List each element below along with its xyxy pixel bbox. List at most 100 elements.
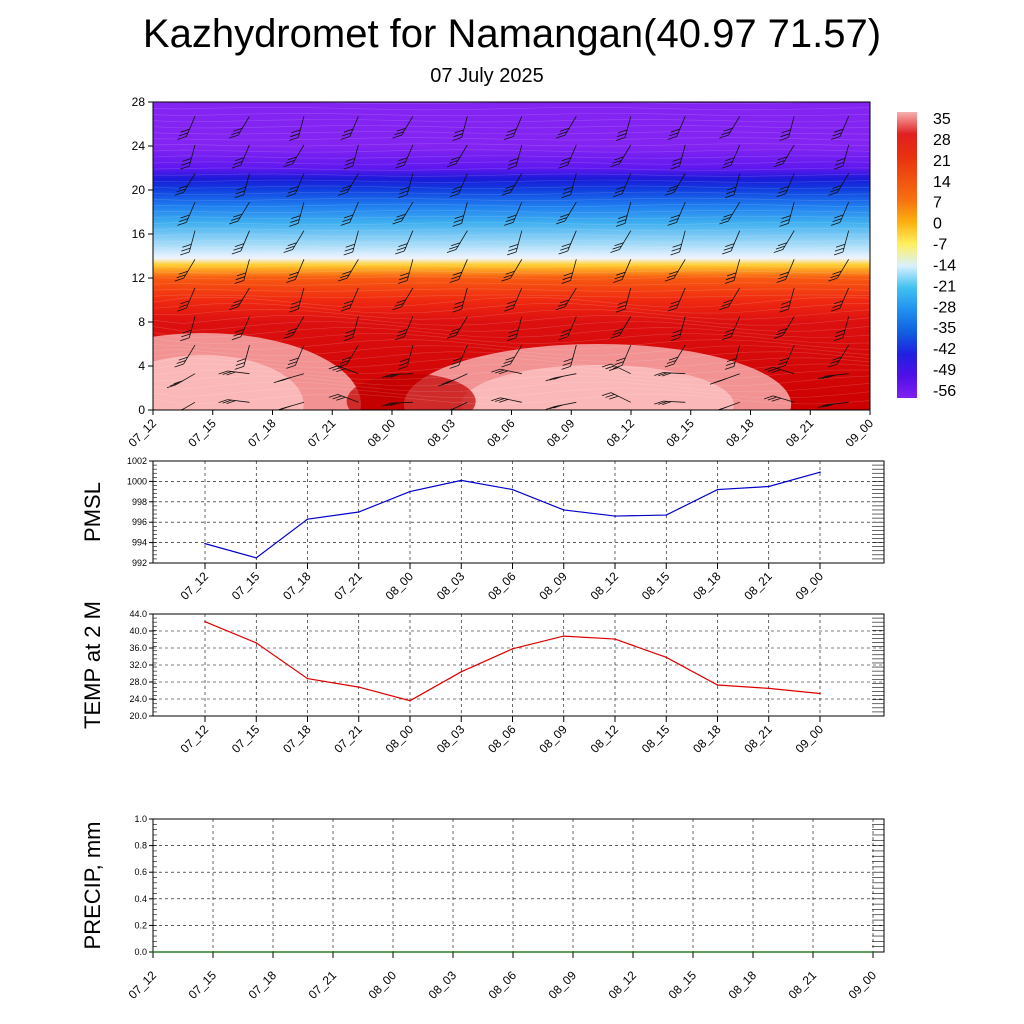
- chart-date: 07 July 2025: [430, 65, 544, 87]
- data-point: [572, 951, 574, 953]
- data-point: [716, 684, 719, 686]
- colorbar-label: 28: [933, 132, 951, 149]
- data-point: [819, 471, 821, 474]
- y-tick-label: 996: [132, 517, 147, 527]
- x-tick-label: 09_00: [846, 968, 880, 1002]
- colorbar-label: -49: [933, 362, 956, 379]
- x-tick-label: 08_03: [426, 968, 460, 1002]
- warm-core-1-inner: [153, 355, 304, 410]
- panel-frame: [152, 460, 885, 564]
- colorbar-label: 35: [933, 111, 951, 128]
- x-tick-label: 07_12: [126, 968, 160, 1002]
- y-tick-label: 0.6: [134, 867, 147, 877]
- x-tick-label: 08_21: [786, 968, 820, 1002]
- data-point: [767, 485, 770, 488]
- data-point: [452, 951, 454, 953]
- data-point: [152, 951, 154, 953]
- x-tick-label: 08_09: [546, 968, 580, 1002]
- panel-frame: [152, 613, 885, 717]
- colorbar-label: -42: [933, 341, 956, 358]
- colorbar-label: -28: [933, 299, 956, 316]
- x-tick-label: 07_18: [246, 968, 280, 1002]
- y-tick-label: 0: [138, 403, 145, 417]
- warm-core-2-inner: [461, 364, 734, 410]
- data-point: [665, 514, 668, 516]
- y-tick-label: 0.4: [134, 894, 147, 904]
- data-point: [392, 951, 394, 953]
- data-point: [511, 648, 514, 650]
- y-tick-label: 0.8: [134, 841, 147, 851]
- heatmap-field: [153, 102, 870, 410]
- colorbar-label: -35: [933, 320, 956, 337]
- y-tick-label: 28.0: [129, 677, 147, 687]
- colorbar-label: 7: [933, 195, 942, 212]
- y-axis-label: TEMP at 2 M: [80, 601, 105, 729]
- temp-panel: 20.024.028.032.036.040.044.007_12 07_15 07…: [80, 601, 885, 756]
- chart-title: Kazhydromet for Namangan(40.97 71.57): [142, 12, 882, 56]
- cool-pocket: [346, 373, 476, 410]
- y-axis-label: PMSL: [80, 482, 105, 542]
- data-point: [665, 656, 668, 659]
- data-point: [204, 542, 206, 545]
- colorbar: [897, 112, 917, 398]
- x-tick-label: 08_00: [366, 968, 400, 1002]
- data-point: [512, 951, 514, 953]
- x-tick-label: 07_21: [306, 968, 340, 1002]
- data-point: [692, 951, 694, 953]
- data-point: [409, 699, 411, 702]
- y-tick-label: 28: [132, 95, 146, 109]
- data-point: [357, 511, 360, 513]
- y-tick-label: 16: [132, 227, 146, 241]
- data-point: [511, 488, 514, 491]
- y-tick-label: 4: [138, 359, 145, 373]
- y-tick-label: 24: [132, 139, 146, 153]
- data-point: [819, 692, 821, 695]
- y-tick-label: 32.0: [129, 660, 147, 670]
- y-tick-label: 36.0: [129, 643, 147, 653]
- y-tick-label: 992: [132, 558, 147, 568]
- data-point: [460, 479, 463, 482]
- data-point: [767, 687, 770, 690]
- data-point: [632, 951, 634, 953]
- y-axis-label: PRECIP, mm: [80, 822, 105, 950]
- data-point: [716, 488, 719, 491]
- data-point: [212, 951, 214, 953]
- data-point: [752, 951, 754, 953]
- data-point: [357, 686, 360, 688]
- data-point: [872, 951, 874, 953]
- colorbar-label: -21: [933, 278, 956, 295]
- panel-frame: [152, 818, 885, 953]
- data-point: [614, 515, 616, 517]
- y-tick-label: 0.0: [134, 947, 147, 957]
- colorbar-label: -56: [933, 383, 956, 400]
- colorbar-label: 14: [933, 174, 951, 191]
- data-point: [255, 642, 258, 644]
- colorbar-label: -7: [933, 237, 947, 254]
- data-point: [255, 557, 258, 559]
- x-tick-label: 08_12: [606, 968, 640, 1002]
- y-tick-label: 8: [138, 315, 145, 329]
- y-tick-label: 12: [132, 271, 146, 285]
- wind-barbs: [166, 116, 850, 410]
- data-point: [306, 518, 309, 520]
- data-point: [812, 951, 814, 953]
- x-tick-label: 08_18: [726, 968, 760, 1002]
- y-tick-label: 0.2: [134, 920, 147, 930]
- data-point: [562, 635, 565, 637]
- data-point: [204, 620, 206, 623]
- data-point: [562, 509, 565, 511]
- y-tick-label: 998: [132, 497, 147, 507]
- y-tick-label: 40.0: [129, 626, 147, 636]
- data-point: [272, 951, 274, 953]
- y-tick-label: 994: [132, 538, 147, 548]
- data-point: [409, 490, 411, 493]
- data-point: [306, 677, 309, 680]
- colorbar-label: 0: [933, 216, 942, 233]
- x-tick-label: 07_15: [186, 968, 220, 1002]
- x-tick-label: 08_06: [486, 968, 520, 1002]
- y-tick-label: 20.0: [129, 711, 147, 721]
- y-tick-label: 44.0: [129, 609, 147, 619]
